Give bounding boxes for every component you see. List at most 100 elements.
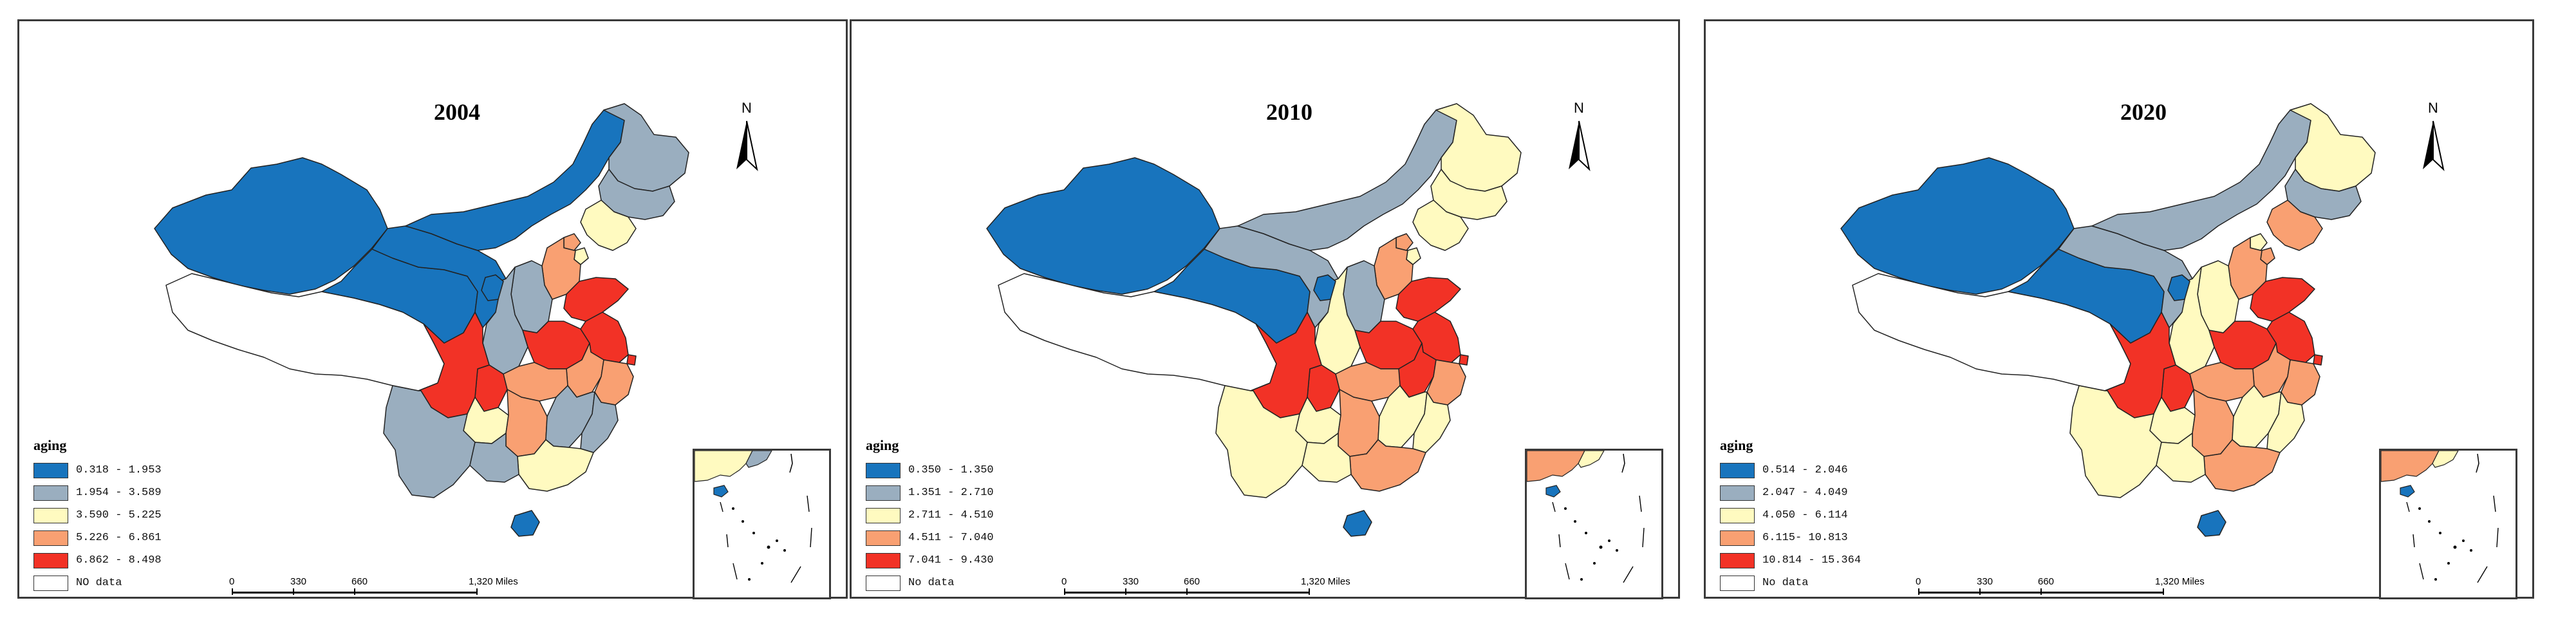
legend-swatch bbox=[1720, 530, 1755, 546]
legend-label: No data bbox=[1762, 577, 1809, 589]
legend-swatch bbox=[866, 552, 901, 568]
legend-label: 1.954 - 3.589 bbox=[76, 487, 162, 499]
china-choropleth-map bbox=[154, 103, 689, 537]
legend-label: 4.050 - 6.114 bbox=[1762, 509, 1848, 521]
scale-label: 330 bbox=[290, 576, 307, 587]
scale-label: 330 bbox=[1123, 576, 1139, 587]
legend-label: 10.814 - 15.364 bbox=[1762, 554, 1862, 566]
province-shanghai bbox=[1459, 354, 1469, 366]
province-beijing bbox=[563, 233, 581, 251]
province-liaoning bbox=[580, 200, 637, 251]
legend-item: NO data bbox=[33, 572, 252, 594]
scale-tick bbox=[2040, 588, 2042, 595]
scale-tick bbox=[2163, 588, 2164, 595]
north-arrow-icon bbox=[736, 120, 758, 171]
legend-swatch bbox=[33, 485, 68, 501]
china-choropleth-map bbox=[1840, 103, 2376, 537]
legend-label: 7.041 - 9.430 bbox=[908, 554, 994, 566]
legend-items: 0.514 - 2.046 2.047 - 4.049 4.050 - 6.114 6… bbox=[1720, 459, 1939, 594]
legend-item: 0.350 - 1.350 bbox=[866, 459, 1085, 482]
scale-tick bbox=[354, 588, 355, 595]
legend-label: 0.514 - 2.046 bbox=[1762, 464, 1848, 476]
scale-label: 1,320 Miles bbox=[1301, 576, 1350, 587]
scale-tick bbox=[1064, 588, 1065, 595]
province-ningxia bbox=[1313, 274, 1336, 301]
legend-swatch bbox=[1720, 462, 1755, 478]
legend-swatch bbox=[1720, 575, 1755, 591]
province-guangxi bbox=[2156, 433, 2206, 483]
north-arrow-icon bbox=[2423, 120, 2445, 171]
province-hainan bbox=[1343, 510, 1372, 537]
province-guangdong bbox=[1349, 439, 1426, 492]
province-heilongjiang bbox=[1435, 103, 1522, 192]
province-guangdong bbox=[517, 439, 594, 492]
legend-label: 5.226 - 6.861 bbox=[76, 532, 162, 544]
china-choropleth-map bbox=[986, 103, 1522, 537]
province-shandong bbox=[1395, 277, 1461, 322]
legend-item: 6.115- 10.813 bbox=[1720, 527, 1939, 549]
legend-swatch bbox=[1720, 485, 1755, 501]
inset-map bbox=[2381, 451, 2499, 583]
scale-tick bbox=[1309, 588, 1310, 595]
scale-bar: 0 330 660 1,320 Miles bbox=[1061, 576, 1424, 602]
province-ningxia bbox=[481, 274, 504, 301]
legend-item: 4.050 - 6.114 bbox=[1720, 504, 1939, 527]
province-liaoning bbox=[2266, 200, 2323, 251]
north-label: N bbox=[2428, 100, 2438, 116]
legend-item: 2.711 - 4.510 bbox=[866, 504, 1085, 527]
province-shandong bbox=[2250, 277, 2315, 322]
south-china-sea-inset bbox=[1525, 449, 1663, 599]
legend-label: 3.590 - 5.225 bbox=[76, 509, 162, 521]
legend-item: 1.351 - 2.710 bbox=[866, 482, 1085, 504]
legend-item: 0.514 - 2.046 bbox=[1720, 459, 1939, 482]
north-arrow-icon bbox=[1569, 120, 1591, 171]
scale-tick bbox=[232, 588, 233, 595]
legend-label: 2.711 - 4.510 bbox=[908, 509, 994, 521]
legend: aging 0.318 - 1.953 1.954 - 3.589 3.590 - … bbox=[33, 437, 252, 594]
scale-tick bbox=[1125, 588, 1126, 595]
legend-label: 6.115- 10.813 bbox=[1762, 532, 1848, 544]
province-fujian bbox=[580, 391, 619, 453]
legend-item: 0.318 - 1.953 bbox=[33, 459, 252, 482]
legend-item: 2.047 - 4.049 bbox=[1720, 482, 1939, 504]
province-shanghai bbox=[2313, 354, 2323, 366]
province-shandong bbox=[563, 277, 629, 322]
legend-swatch bbox=[866, 530, 901, 546]
legend-item: 10.814 - 15.364 bbox=[1720, 549, 1939, 572]
province-heilongjiang bbox=[2290, 103, 2376, 192]
legend-item: 1.954 - 3.589 bbox=[33, 482, 252, 504]
legend-label: 1.351 - 2.710 bbox=[908, 487, 994, 499]
legend: aging 0.350 - 1.350 1.351 - 2.710 2.711 - … bbox=[866, 437, 1085, 594]
legend-label: NO data bbox=[76, 577, 122, 589]
province-ningxia bbox=[2167, 274, 2190, 301]
scale-label: 660 bbox=[2038, 576, 2055, 587]
legend-label: No data bbox=[908, 577, 955, 589]
province-guangxi bbox=[469, 433, 519, 483]
legend-item: 7.041 - 9.430 bbox=[866, 549, 1085, 572]
legend-label: 0.318 - 1.953 bbox=[76, 464, 162, 476]
scale-label: 660 bbox=[1184, 576, 1200, 587]
legend-swatch bbox=[866, 507, 901, 523]
legend-swatch bbox=[866, 485, 901, 501]
map-panel-2010: 2010 N aging 0.350 - 1.350 1.351 - 2.710 2… bbox=[850, 19, 1680, 599]
south-china-sea-inset bbox=[693, 449, 831, 599]
legend-swatch bbox=[1720, 507, 1755, 523]
scale-label: 1,320 Miles bbox=[2155, 576, 2205, 587]
scale-tick bbox=[1918, 588, 1919, 595]
province-fujian bbox=[1412, 391, 1451, 453]
legend-label: 2.047 - 4.049 bbox=[1762, 487, 1848, 499]
legend-items: 0.318 - 1.953 1.954 - 3.589 3.590 - 5.225 5… bbox=[33, 459, 252, 594]
inset-map bbox=[695, 451, 812, 583]
scale-label: 0 bbox=[1061, 576, 1067, 587]
scale-bar: 0 330 660 1,320 Miles bbox=[229, 576, 592, 602]
scale-tick bbox=[293, 588, 294, 595]
map-year-title: 2020 bbox=[2120, 99, 2167, 125]
legend-swatch bbox=[1720, 552, 1755, 568]
scale-label: 1,320 Miles bbox=[469, 576, 518, 587]
south-china-sea-inset bbox=[2379, 449, 2517, 599]
legend-item: 3.590 - 5.225 bbox=[33, 504, 252, 527]
province-beijing bbox=[1395, 233, 1414, 251]
legend-swatch bbox=[33, 530, 68, 546]
legend-title: aging bbox=[1720, 437, 1753, 453]
